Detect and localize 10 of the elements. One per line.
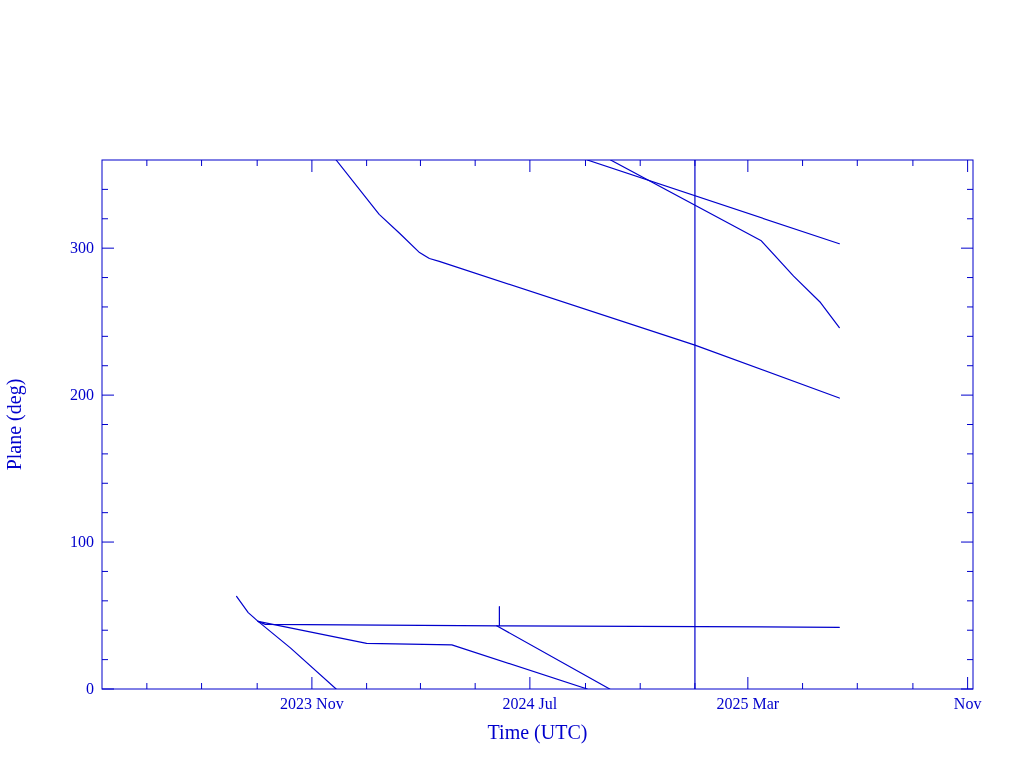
y-tick-label: 0 xyxy=(86,680,94,697)
x-tick-label: 2024 Jul xyxy=(502,695,558,712)
y-axis-title: Plane (deg) xyxy=(3,378,26,471)
x-axis-title: Time (UTC) xyxy=(487,721,588,744)
x-tick-label: 2023 Nov xyxy=(280,695,344,712)
x-tick-label: 2025 Mar xyxy=(716,695,780,712)
y-tick-label: 200 xyxy=(70,386,94,404)
y-tick-label: 300 xyxy=(70,239,94,257)
x-tick-label: Nov xyxy=(953,695,982,712)
y-tick-label: 100 xyxy=(70,533,94,551)
